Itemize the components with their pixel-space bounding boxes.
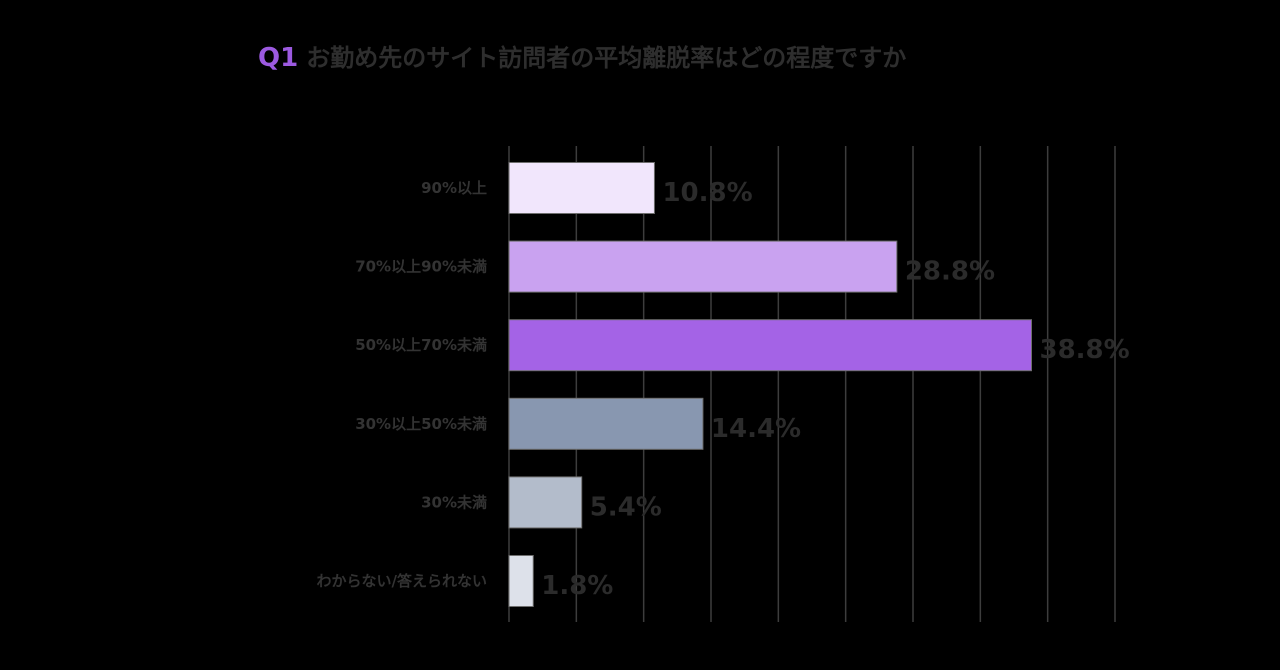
bar-2 (508, 319, 1033, 372)
value-labels: 10.8% 28.8% 38.8% 14.4% 5.4% 1.8% (541, 178, 1129, 601)
bar-1 (508, 240, 898, 293)
value-label-3: 14.4% (711, 414, 801, 444)
category-label-5: わからない/答えられない (317, 572, 487, 590)
category-labels: 90%以上 70%以上90%未満 50%以上70%未満 30%以上50%未満 30%未満… (317, 179, 487, 590)
value-label-1: 28.8% (905, 257, 995, 287)
value-label-5: 1.8% (541, 571, 613, 601)
category-label-0: 90%以上 (421, 179, 487, 197)
question-number: Q1 (258, 43, 299, 73)
category-label-1: 70%以上90%未満 (355, 258, 487, 276)
value-label-0: 10.8% (662, 178, 752, 208)
category-label-2: 50%以上70%未満 (355, 336, 487, 354)
chart-title: Q1 お勤め先のサイト訪問者の平均離脱率はどの程度ですか (258, 38, 1158, 78)
bar-0 (508, 162, 655, 214)
grid-lines (508, 146, 1116, 622)
category-label-3: 30%以上50%未満 (355, 415, 487, 433)
category-label-4: 30%未満 (421, 493, 487, 511)
bar-3 (508, 397, 704, 450)
value-label-2: 38.8% (1040, 335, 1130, 365)
question-text: お勤め先のサイト訪問者の平均離脱率はどの程度ですか (306, 44, 907, 72)
bar-4 (508, 476, 583, 529)
bars (508, 162, 1033, 607)
value-label-4: 5.4% (590, 492, 662, 522)
bar-5 (508, 555, 534, 607)
